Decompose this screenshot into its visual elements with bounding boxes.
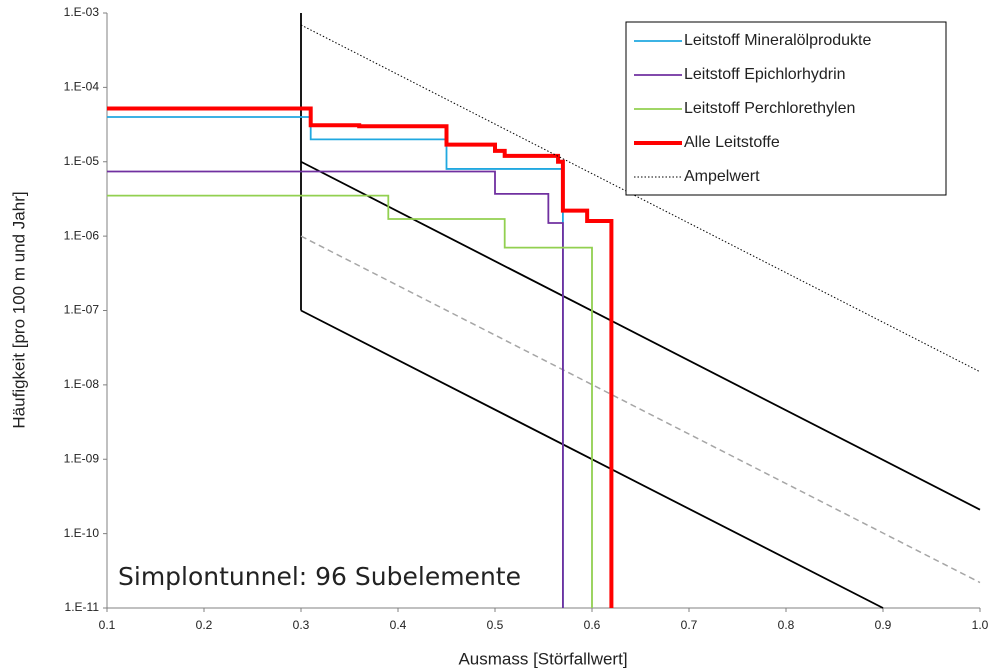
y-tick-label: 1.E-03 [64,5,100,19]
legend-label: Leitstoff Epichlorhydrin [684,66,846,83]
y-tick-label: 1.E-06 [64,228,100,242]
legend: Leitstoff Mineralölprodukte Leitstoff Epi… [625,21,947,196]
x-tick-label: 0.6 [584,618,601,632]
legend-label: Ampelwert [684,168,760,185]
x-axis-title: Ausmass [Störfallwert] [458,649,627,668]
series-line [107,106,614,608]
legend-label: Alle Leitstoffe [684,134,780,151]
reference-line [300,235,981,584]
x-tick-label: 0.3 [293,618,310,632]
y-axis-title: Häufigkeit [pro 100 m und Jahr] [9,191,28,428]
series-line [107,194,593,608]
x-tick-label: 0.4 [390,618,407,632]
y-tick-label: 1.E-09 [64,451,100,465]
series-line [300,24,981,373]
y-tick-label: 1.E-11 [65,600,100,614]
x-tick-label: 0.8 [778,618,795,632]
x-tick-label: 0.1 [99,618,116,632]
series-line [107,170,564,608]
y-tick-label: 1.E-10 [64,526,100,540]
y-tick-label: 1.E-04 [64,80,100,94]
legend-label: Leitstoff Perchlorethylen [684,100,855,117]
x-tick-label: 0.2 [196,618,213,632]
x-tick-label: 1.0 [972,618,989,632]
y-tick-label: 1.E-08 [64,377,100,391]
reference-line [300,160,981,511]
legend-label: Leitstoff Mineralölprodukte [684,32,871,49]
annotation: Simplontunnel: 96 Subelemente [118,562,521,591]
y-tick-label: 1.E-05 [64,154,100,168]
x-tick-label: 0.7 [681,618,698,632]
y-tick-label: 1.E-07 [64,303,100,317]
x-tick-label: 0.9 [875,618,892,632]
x-tick-label: 0.5 [487,618,504,632]
